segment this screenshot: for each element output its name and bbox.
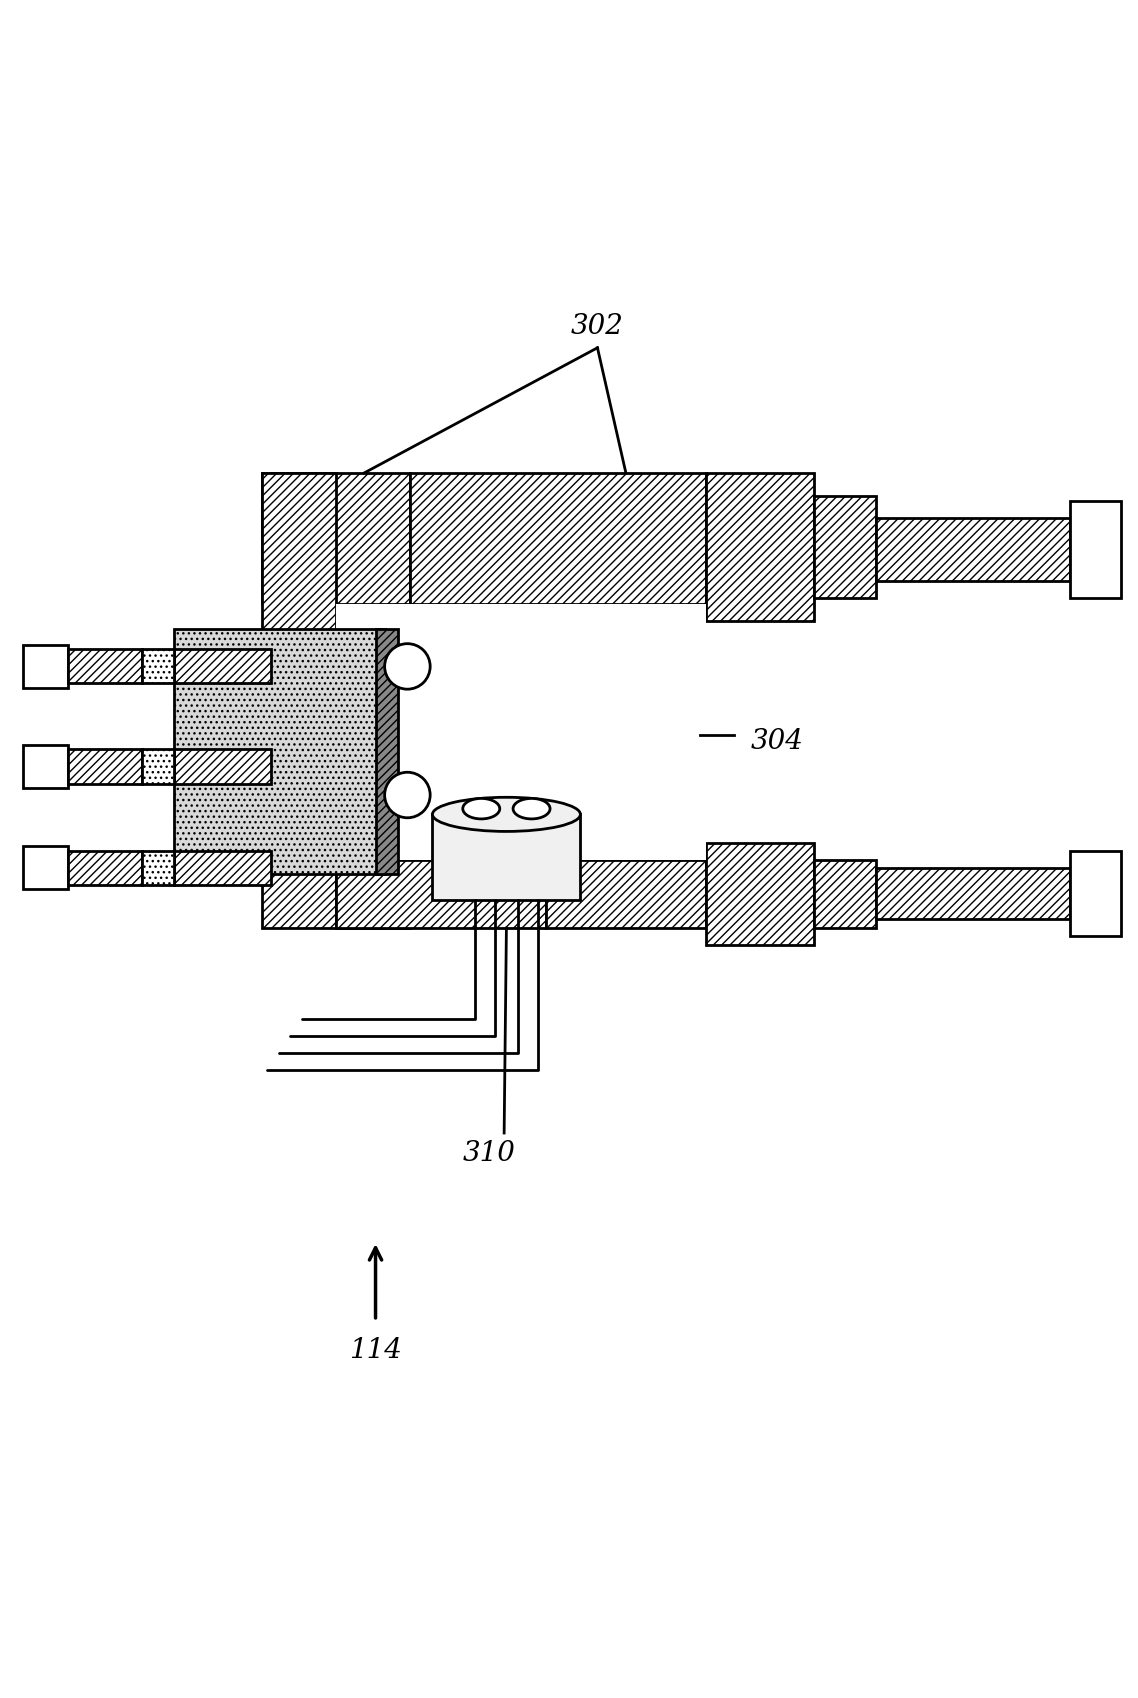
Circle shape xyxy=(385,773,430,818)
Bar xyxy=(432,815,580,900)
Bar xyxy=(23,745,68,790)
Bar xyxy=(23,847,68,890)
Bar xyxy=(142,650,174,684)
Bar xyxy=(336,861,546,929)
Bar xyxy=(68,751,142,784)
Text: 304: 304 xyxy=(751,727,803,754)
Bar xyxy=(876,868,1070,920)
Text: 114: 114 xyxy=(349,1336,402,1363)
Bar xyxy=(174,751,271,784)
Bar xyxy=(23,645,68,689)
Bar xyxy=(174,650,271,684)
Text: 302: 302 xyxy=(571,312,624,340)
Ellipse shape xyxy=(513,800,550,820)
Bar xyxy=(174,851,271,885)
Bar xyxy=(410,474,706,604)
Bar xyxy=(706,844,814,946)
Circle shape xyxy=(385,644,430,689)
Bar xyxy=(142,751,174,784)
Bar xyxy=(1070,503,1121,599)
Bar xyxy=(336,861,410,929)
Bar xyxy=(142,851,174,885)
Bar xyxy=(68,851,142,885)
Bar xyxy=(68,650,142,684)
Bar xyxy=(814,861,876,929)
Bar xyxy=(262,474,336,929)
Bar xyxy=(174,630,385,874)
Bar xyxy=(876,520,1070,582)
Bar xyxy=(336,604,706,861)
Bar xyxy=(546,861,706,929)
Text: 310: 310 xyxy=(463,1139,516,1167)
Bar xyxy=(1070,851,1121,937)
Bar xyxy=(814,496,876,599)
Bar xyxy=(262,474,410,604)
Bar xyxy=(376,630,398,874)
Bar xyxy=(706,474,814,621)
Ellipse shape xyxy=(432,798,580,832)
Ellipse shape xyxy=(463,800,500,820)
